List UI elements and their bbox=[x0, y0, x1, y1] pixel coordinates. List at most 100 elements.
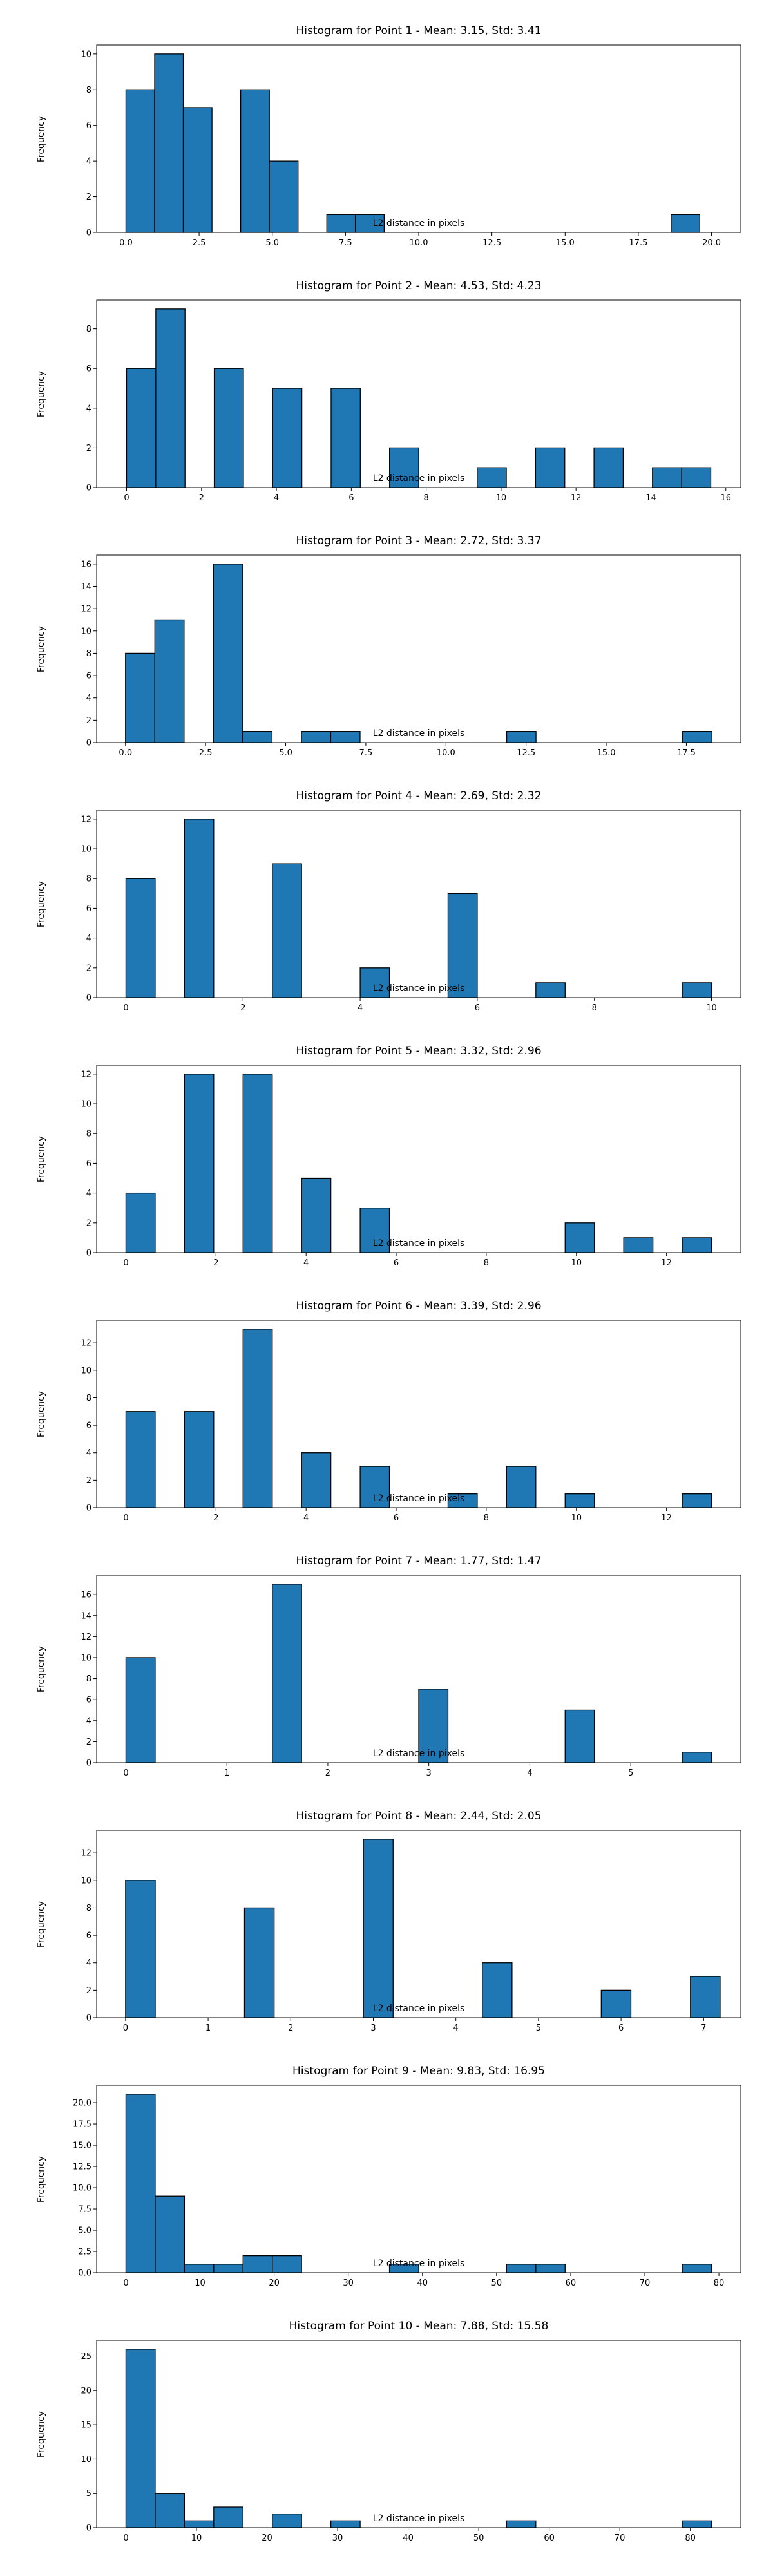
y-tick-label: 10 bbox=[81, 50, 91, 59]
y-tick-label: 17.5 bbox=[73, 2120, 91, 2130]
y-tick-label: 0 bbox=[86, 739, 91, 748]
x-axis-label: L2 distance in pixels bbox=[372, 1238, 465, 1249]
histogram-bar bbox=[154, 53, 184, 233]
x-tick-label: 10 bbox=[706, 1003, 717, 1013]
axes-frame bbox=[96, 1320, 741, 1508]
x-tick-label: 6 bbox=[394, 1513, 399, 1523]
x-tick-label: 2 bbox=[213, 1513, 218, 1523]
histogram-panel-9: 0 10 20 30 40 50 60 70 80 0.0 2.5 5.0 7.5 10.0 12.5 15.… bbox=[0, 2045, 773, 2300]
chart-title: Histogram for Point 7 - Mean: 1.77, Std:… bbox=[296, 1555, 542, 1567]
axes-frame bbox=[96, 1065, 741, 1253]
y-tick-label: 4 bbox=[86, 1958, 91, 1968]
x-tick-label: 2 bbox=[213, 1258, 218, 1268]
histogram-bar bbox=[125, 2349, 156, 2528]
y-tick-label: 0 bbox=[86, 2524, 91, 2533]
histogram-panel-8: 0 1 2 3 4 5 6 7 0 2 4 6 8 10 12 Histogram for Point 8 -… bbox=[0, 1790, 773, 2045]
x-tick-label: 2 bbox=[199, 493, 204, 503]
y-tick-label: 12 bbox=[81, 605, 91, 614]
x-tick-label: 8 bbox=[484, 1258, 489, 1268]
histogram-bar bbox=[184, 1074, 215, 1253]
histogram-bar bbox=[272, 388, 303, 488]
y-axis-label: Frequency bbox=[36, 1135, 46, 1183]
chart-title: Histogram for Point 9 - Mean: 9.83, Std:… bbox=[292, 2065, 545, 2078]
y-tick-label: 4 bbox=[86, 157, 91, 167]
y-tick-label: 6 bbox=[86, 121, 91, 131]
y-tick-label: 6 bbox=[86, 1421, 91, 1431]
y-tick-label: 4 bbox=[86, 1716, 91, 1726]
x-tick-label: 6 bbox=[618, 2023, 624, 2033]
x-tick-label: 4 bbox=[303, 1258, 309, 1268]
histogram-panel-1: 0.0 2.5 5.0 7.5 10.0 12.5 15.0 17.5 20.0 0 2 4 6 8 10 H… bbox=[0, 5, 773, 260]
y-tick-label: 0 bbox=[86, 994, 91, 1003]
histogram-bar bbox=[182, 107, 213, 233]
y-tick-label: 5 bbox=[86, 2489, 91, 2499]
x-tick-label: 30 bbox=[332, 2533, 343, 2543]
x-tick-label: 5 bbox=[628, 1768, 633, 1778]
histogram-bar bbox=[242, 1074, 273, 1253]
y-tick-label: 2 bbox=[86, 1476, 91, 1486]
axes-frame bbox=[96, 1575, 741, 1763]
histogram-bar bbox=[126, 368, 157, 488]
histogram-panel-3: 0.0 2.5 5.0 7.5 10.0 12.5 15.0 17.5 0 2 4 6 8 10 12 14 1… bbox=[0, 515, 773, 770]
x-tick-label: 4 bbox=[527, 1768, 532, 1778]
x-tick-label: 7.5 bbox=[359, 748, 373, 758]
y-tick-label: 10 bbox=[81, 1876, 91, 1886]
y-tick-label: 0 bbox=[86, 2014, 91, 2023]
x-tick-label: 0 bbox=[124, 493, 129, 503]
axes-frame bbox=[96, 810, 741, 998]
x-tick-label: 15.0 bbox=[597, 748, 616, 758]
histogram-bar bbox=[125, 1192, 156, 1253]
histogram-bar bbox=[359, 1208, 390, 1253]
x-tick-label: 0 bbox=[123, 1513, 128, 1523]
y-tick-label: 8 bbox=[86, 875, 91, 884]
y-tick-label: 14 bbox=[81, 582, 91, 592]
x-tick-label: 12 bbox=[571, 493, 582, 503]
x-tick-label: 6 bbox=[394, 1258, 399, 1268]
x-tick-label: 10 bbox=[571, 1258, 582, 1268]
x-tick-label: 6 bbox=[475, 1003, 480, 1013]
y-tick-label: 4 bbox=[86, 404, 91, 413]
x-tick-label: 70 bbox=[615, 2533, 625, 2543]
y-tick-label: 4 bbox=[86, 934, 91, 943]
x-tick-label: 10.0 bbox=[437, 748, 455, 758]
histogram-plot-5: 0 2 4 6 8 10 12 0 2 4 6 8 10 12 bbox=[81, 1065, 741, 1268]
x-tick-label: 50 bbox=[491, 2278, 502, 2288]
y-tick-label: 10 bbox=[81, 845, 91, 855]
y-tick-label: 6 bbox=[86, 904, 91, 914]
x-axis-label: L2 distance in pixels bbox=[372, 983, 465, 994]
x-tick-label: 6 bbox=[348, 493, 354, 503]
chart-title: Histogram for Point 10 - Mean: 7.88, Std… bbox=[289, 2320, 549, 2333]
y-tick-label: 2 bbox=[86, 1738, 91, 1747]
x-tick-label: 10 bbox=[195, 2278, 205, 2288]
y-axis-label: Frequency bbox=[36, 2410, 46, 2458]
histogram-bar bbox=[213, 368, 244, 488]
x-tick-label: 17.5 bbox=[629, 238, 647, 248]
y-tick-label: 15 bbox=[81, 2421, 91, 2430]
x-tick-label: 8 bbox=[484, 1513, 489, 1523]
histogram-bar bbox=[482, 1962, 513, 2018]
histogram-bar bbox=[184, 819, 215, 998]
x-tick-label: 8 bbox=[592, 1003, 597, 1013]
x-tick-label: 10 bbox=[496, 493, 507, 503]
y-tick-label: 12.5 bbox=[73, 2163, 91, 2172]
y-tick-label: 0 bbox=[86, 1249, 91, 1258]
x-tick-label: 10 bbox=[571, 1513, 582, 1523]
histogram-bar bbox=[330, 388, 361, 488]
y-tick-label: 2 bbox=[86, 716, 91, 726]
x-tick-label: 0 bbox=[123, 1258, 128, 1268]
x-axis-label: L2 distance in pixels bbox=[372, 728, 465, 739]
y-tick-label: 8 bbox=[86, 1130, 91, 1139]
y-tick-label: 2 bbox=[86, 1218, 91, 1228]
histogram-plot-10: 0 10 20 30 40 50 60 70 80 0 5 10 15 20 25 bbox=[81, 2340, 741, 2543]
x-tick-label: 70 bbox=[640, 2278, 651, 2288]
x-tick-label: 0.0 bbox=[119, 238, 133, 248]
x-tick-label: 2 bbox=[288, 2023, 293, 2033]
y-tick-label: 2.5 bbox=[78, 2248, 91, 2257]
x-tick-label: 20 bbox=[262, 2533, 272, 2543]
x-tick-label: 0 bbox=[123, 1003, 128, 1013]
histogram-bar bbox=[272, 863, 302, 998]
x-tick-label: 1 bbox=[205, 2023, 211, 2033]
histogram-bar bbox=[326, 214, 356, 233]
axes-frame bbox=[96, 2085, 741, 2273]
histogram-bar bbox=[564, 1709, 595, 1763]
